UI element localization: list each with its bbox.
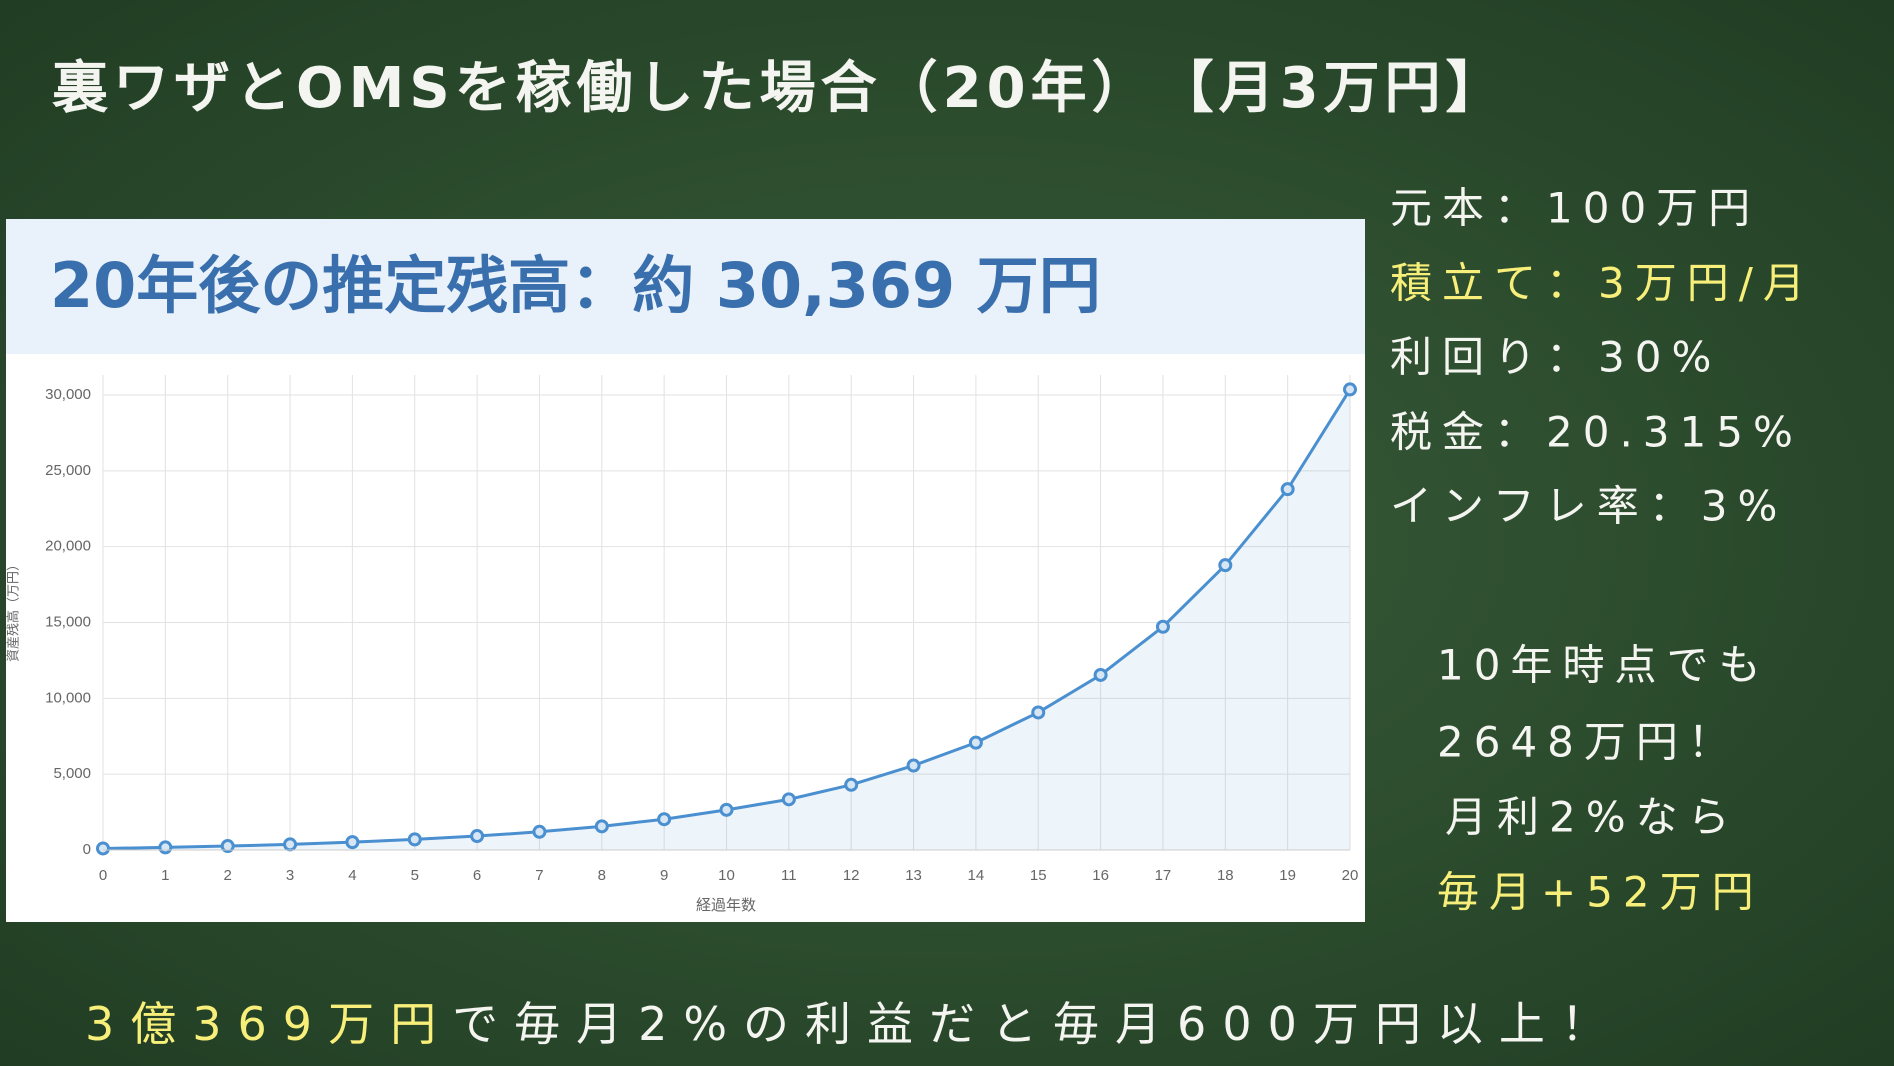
point	[1155, 619, 1170, 634]
point	[968, 735, 983, 750]
point	[1093, 667, 1108, 682]
y-tick-label: 25,000	[45, 462, 91, 479]
y-axis-title: 資産残高（万円）	[5, 558, 20, 662]
x-tick-label: 2	[224, 867, 232, 884]
note: 月利2%なら	[1445, 793, 1740, 842]
note: 10年時点でも	[1437, 641, 1770, 690]
x-tick-label: 19	[1279, 867, 1296, 884]
point	[158, 840, 173, 855]
point	[719, 802, 734, 817]
x-tick-label: 18	[1217, 867, 1234, 884]
point	[1218, 558, 1233, 573]
x-tick-label: 9	[660, 867, 668, 884]
x-tick-label: 3	[286, 867, 294, 884]
point	[1280, 482, 1295, 497]
condition: 積立て：3万円/月	[1390, 259, 1815, 308]
x-tick-label: 5	[411, 867, 419, 884]
x-tick-label: 11	[781, 867, 797, 884]
x-tick-label: 15	[1030, 867, 1047, 884]
x-tick-label: 4	[348, 867, 356, 884]
note: 2648万円！	[1437, 718, 1740, 767]
x-tick-label: 12	[843, 867, 860, 884]
x-tick-label: 14	[968, 867, 985, 884]
area	[103, 389, 1350, 850]
y-tick-label: 0	[83, 841, 91, 858]
y-tick-label: 15,000	[45, 613, 91, 630]
chart-title: 20年後の推定残高：約 30,369 万円	[50, 249, 1101, 322]
point	[345, 835, 360, 850]
condition: 元本：100万円	[1390, 184, 1760, 233]
point	[1343, 382, 1357, 397]
x-tick-label: 20	[1342, 867, 1359, 884]
footer: 3億369万円で毎月2%の利益だと毎月600万円以上！	[85, 997, 1623, 1051]
chart-header	[6, 219, 1365, 354]
point	[594, 819, 609, 834]
condition: 利回り：30%	[1390, 333, 1721, 382]
point	[407, 832, 422, 847]
point	[532, 824, 547, 839]
footer-highlight: 3億369万円	[85, 997, 452, 1051]
note: 毎月+52万円	[1437, 868, 1764, 917]
conditions: 元本：100万円 積立て：3万円/月 利回り：30% 税金：20.315% イン…	[1390, 184, 1815, 531]
y-tick-label: 30,000	[45, 386, 91, 403]
notes: 10年時点でも 2648万円！ 月利2%なら 毎月+52万円	[1437, 641, 1770, 917]
x-tick-label: 16	[1092, 867, 1109, 884]
point	[470, 829, 485, 844]
point	[781, 792, 796, 807]
footer-text: で毎月2%の利益だと毎月600万円以上！	[452, 997, 1623, 1051]
x-axis-title: 経過年数	[696, 897, 756, 914]
condition: 税金：20.315%	[1390, 408, 1803, 457]
point	[906, 758, 921, 773]
point	[283, 837, 298, 852]
x-tick-label: 6	[473, 867, 481, 884]
point	[844, 777, 859, 792]
x-tick-label: 1	[161, 867, 169, 884]
y-tick-label: 5,000	[53, 765, 91, 782]
point	[657, 812, 672, 827]
point	[220, 839, 235, 854]
point	[1031, 705, 1046, 720]
y-tick-label: 10,000	[45, 689, 91, 706]
x-tick-label: 7	[535, 867, 543, 884]
x-tick-label: 13	[905, 867, 922, 884]
y-tick-label: 20,000	[45, 538, 91, 555]
x-tick-label: 10	[718, 867, 735, 884]
condition: インフレ率：3%	[1390, 482, 1787, 531]
x-tick-label: 8	[598, 867, 606, 884]
x-tick-label: 17	[1155, 867, 1172, 884]
slide-title: 裏ワザとOMSを稼働した場合（20年） 【月3万円】	[52, 56, 1507, 121]
x-tick-label: 0	[99, 867, 107, 884]
point	[96, 841, 110, 856]
